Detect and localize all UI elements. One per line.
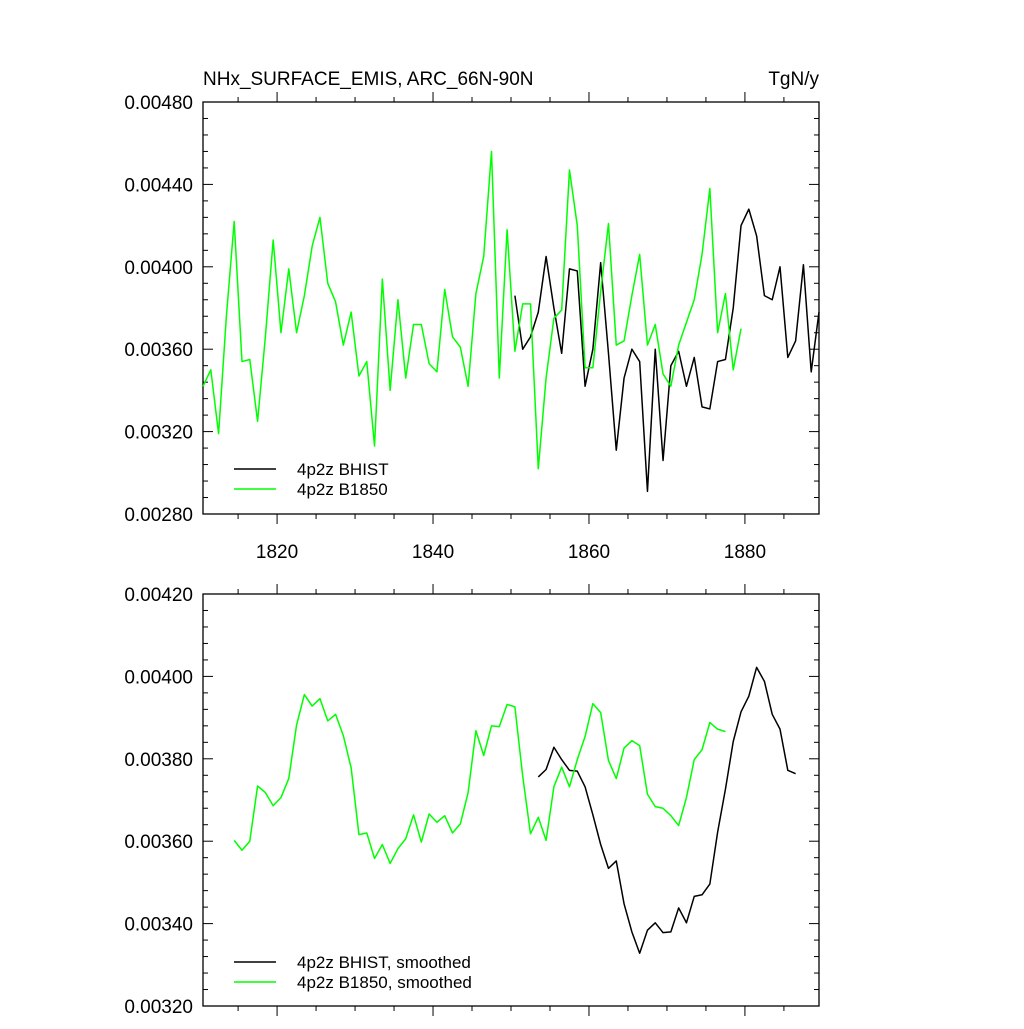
y-tick-label: 0.00340: [124, 915, 193, 936]
series-line-b1850: [202, 150, 742, 470]
bottom-legend: 4p2z BHIST, smoothed 4p2z B1850, smoothe…: [234, 953, 472, 992]
top-x-axis: 1820 1840 1860 1880: [237, 92, 785, 563]
y-tick-label: 0.00380: [124, 750, 193, 771]
x-tick-label: 1860: [568, 542, 610, 563]
y-tick-label: 0.00360: [124, 832, 193, 853]
x-tick-label: 1840: [412, 542, 454, 563]
y-tick-label: 0.00440: [124, 175, 193, 196]
y-tick-label: 0.00400: [124, 258, 193, 279]
legend-label-bhist-smoothed: 4p2z BHIST, smoothed: [297, 953, 471, 972]
bottom-y-axis: 0.00320 0.00340 0.00360 0.00380 0.00400 0.004…: [124, 585, 819, 1018]
top-legend: 4p2z BHIST 4p2z B1850: [234, 460, 389, 499]
units-label: TgN/y: [768, 69, 819, 90]
bottom-x-axis: [237, 584, 785, 1016]
y-tick-label: 0.00420: [124, 585, 193, 606]
legend-label-b1850-smoothed: 4p2z B1850, smoothed: [297, 973, 472, 992]
y-tick-label: 0.00400: [124, 667, 193, 688]
bottom-plot-frame: [202, 593, 820, 1007]
bottom-series-group: [233, 666, 796, 955]
y-tick-label: 0.00320: [124, 423, 193, 444]
series-line-bhist: [514, 208, 820, 493]
top-panel: NHx_SURFACE_EMIS, ARC_66N-90N TgN/y 0.00…: [124, 69, 820, 563]
y-tick-label: 0.00480: [124, 93, 193, 114]
top-y-axis: 0.00280 0.00320 0.00360 0.00400 0.00440 0.004…: [124, 93, 819, 526]
x-tick-label: 1880: [724, 542, 766, 563]
chart-title: NHx_SURFACE_EMIS, ARC_66N-90N: [203, 69, 534, 90]
legend-label-b1850: 4p2z B1850: [297, 480, 388, 499]
series-line-bhist: [537, 666, 796, 955]
series-line-b1850: [233, 693, 726, 865]
top-series-group: [202, 150, 820, 493]
bottom-panel: 0.00320 0.00340 0.00360 0.00380 0.00400 0.004…: [124, 584, 820, 1018]
legend-label-bhist: 4p2z BHIST: [297, 460, 389, 479]
y-tick-label: 0.00320: [124, 997, 193, 1018]
y-tick-label: 0.00280: [124, 505, 193, 526]
x-tick-label: 1820: [256, 542, 298, 563]
y-tick-label: 0.00360: [124, 340, 193, 361]
